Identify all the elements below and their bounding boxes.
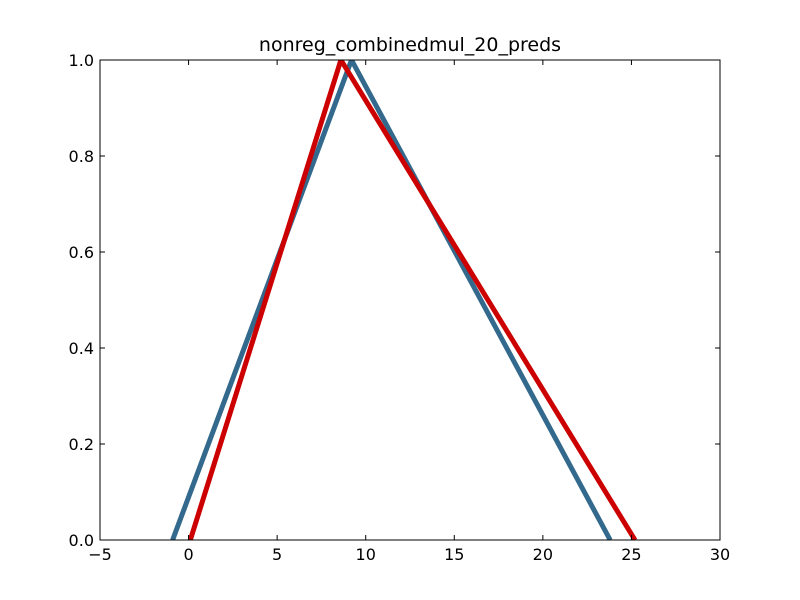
- series-line-1: [170, 60, 613, 540]
- x-tick-label: 0: [183, 545, 193, 564]
- series-layer: [170, 60, 638, 540]
- x-tick-label: −5: [88, 545, 112, 564]
- x-tick-label: 20: [533, 545, 553, 564]
- plot-area: [100, 60, 720, 540]
- y-tick-label: 0.2: [69, 435, 94, 454]
- chart-title: nonreg_combinedmul_20_preds: [259, 34, 561, 56]
- series-line-2: [187, 60, 638, 540]
- x-tick-label: 5: [272, 545, 282, 564]
- y-tick-label: 1.0: [69, 51, 94, 70]
- plot-background: [100, 60, 720, 540]
- y-tick-label: 0.8: [69, 147, 94, 166]
- x-tick-label: 10: [356, 545, 376, 564]
- x-tick-label: 25: [621, 545, 641, 564]
- y-tick-label: 0.6: [69, 243, 94, 262]
- plot-frame: [99, 59, 721, 541]
- axes: −5 0 5 10 15 20 25 30 0.0 0.2 0.4 0.6 0.8 1.0: [69, 51, 731, 564]
- x-tick-label: 15: [444, 545, 464, 564]
- x-tick-label: 30: [710, 545, 730, 564]
- y-tick-label: 0.0: [69, 531, 94, 550]
- y-tick-label: 0.4: [69, 339, 94, 358]
